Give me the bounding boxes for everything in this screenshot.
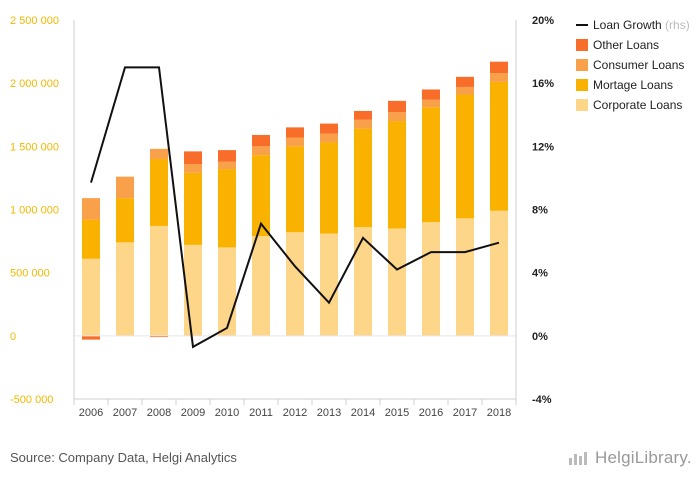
bar-corporate-loans [252, 236, 270, 336]
bar-corporate-loans [320, 233, 338, 336]
bar-corporate-loans [82, 258, 100, 336]
y2-tick-label: 16% [532, 78, 554, 90]
y2-tick-label: 0% [532, 331, 548, 343]
legend-swatch-mortage-loans [576, 79, 588, 91]
bar-other-loans [320, 123, 338, 134]
bar-other-loans [354, 110, 372, 120]
bar-consumer-loans [184, 164, 202, 173]
source-note: Source: Company Data, Helgi Analytics [10, 450, 237, 465]
legend: Loan Growth (rhs) Other Loans Consumer Loa… [576, 18, 690, 112]
bar-other-loans [82, 335, 100, 340]
y-tick-label: 500 000 [10, 268, 50, 280]
bar-corporate-loans [490, 210, 508, 336]
bar-consumer-loans [218, 161, 236, 170]
bar-mortage-loans [184, 172, 202, 245]
bar-consumer-loans [490, 73, 508, 82]
y2-tick-label: 4% [532, 268, 548, 280]
bar-other-loans [490, 61, 508, 74]
y-tick-label: 1 500 000 [10, 141, 59, 153]
legend-label-mortage-loans: Mortage Loans [593, 78, 673, 92]
bar-mortage-loans [456, 94, 474, 219]
bar-other-loans [150, 335, 168, 338]
bar-corporate-loans [116, 242, 134, 336]
y-tick-label: -500 000 [10, 394, 53, 406]
y2-tick-label: -4% [532, 394, 552, 406]
legend-swatch-other-loans [576, 39, 588, 51]
bar-mortage-loans [286, 146, 304, 233]
bar-other-loans [218, 150, 236, 162]
bar-mortage-loans [150, 158, 168, 226]
x-tick-label: 2009 [181, 407, 205, 419]
x-tick-label: 2006 [79, 407, 103, 419]
bar-mortage-loans [422, 107, 440, 223]
bar-mortage-loans [252, 155, 270, 237]
legend-label-consumer-loans: Consumer Loans [593, 58, 684, 72]
bar-other-loans [252, 134, 270, 147]
plot-area [74, 61, 516, 349]
bar-mortage-loans [490, 81, 508, 211]
y-tick-label: 1 000 000 [10, 205, 59, 217]
loan-growth-line [90, 66, 500, 349]
x-tick-label: 2011 [249, 407, 273, 419]
bar-consumer-loans [286, 137, 304, 147]
x-tick-label: 2010 [215, 407, 239, 419]
bar-other-loans [456, 76, 474, 87]
bar-mortage-loans [320, 142, 338, 234]
bar-corporate-loans [150, 225, 168, 336]
bar-other-loans [388, 100, 406, 113]
bar-consumer-loans [320, 133, 338, 143]
bar-consumer-loans [354, 119, 372, 129]
bar-consumer-loans [150, 148, 168, 159]
x-tick-label: 2012 [283, 407, 307, 419]
legend-swatch-corporate-loans [576, 99, 588, 111]
helgi-logo-icon [569, 452, 587, 465]
bar-consumer-loans [252, 146, 270, 156]
y2-tick-label: 20% [532, 15, 554, 27]
x-tick-label: 2014 [351, 407, 375, 419]
bar-consumer-loans [422, 99, 440, 108]
bar-corporate-loans [354, 227, 372, 336]
x-tick-label: 2013 [317, 407, 341, 419]
x-tick-label: 2008 [147, 407, 171, 419]
legend-label-loan-growth: Loan Growth (rhs) [593, 18, 690, 32]
bar-corporate-loans [456, 218, 474, 336]
legend-swatch-consumer-loans [576, 59, 588, 71]
bar-mortage-loans [388, 121, 406, 229]
legend-label-other-loans: Other Loans [593, 38, 659, 52]
x-tick-label: 2016 [419, 407, 443, 419]
legend-label-corporate-loans: Corporate Loans [593, 98, 682, 112]
bar-corporate-loans [286, 232, 304, 336]
bar-consumer-loans [456, 86, 474, 95]
legend-suffix: (rhs) [662, 18, 690, 32]
bar-other-loans [184, 151, 202, 165]
y-tick-label: 0 [10, 331, 16, 343]
bar-corporate-loans [218, 247, 236, 336]
bar-consumer-loans [82, 198, 100, 220]
bar-corporate-loans [422, 222, 440, 336]
bar-corporate-loans [388, 228, 406, 336]
bar-mortage-loans [116, 198, 134, 243]
x-tick-label: 2015 [385, 407, 409, 419]
axes: 2 500 000 2 000 000 1 500 000 1 000 000 500 … [10, 15, 554, 419]
y2-tick-label: 8% [532, 205, 548, 217]
y2-tick-label: 12% [532, 141, 554, 153]
brand-logo: HelgiLibrary. [568, 448, 692, 468]
bar-other-loans [286, 127, 304, 138]
x-tick-label: 2018 [487, 407, 511, 419]
y-tick-label: 2 000 000 [10, 78, 59, 90]
y-tick-label: 2 500 000 [10, 15, 59, 27]
bar-consumer-loans [388, 112, 406, 122]
bar-mortage-loans [354, 128, 372, 228]
x-tick-label: 2017 [453, 407, 477, 419]
bar-mortage-loans [82, 219, 100, 259]
bar-other-loans [422, 89, 440, 100]
bar-mortage-loans [218, 169, 236, 248]
x-tick-label: 2007 [113, 407, 137, 419]
brand-name: HelgiLibrary. [595, 448, 692, 467]
bar-consumer-loans [116, 176, 134, 199]
